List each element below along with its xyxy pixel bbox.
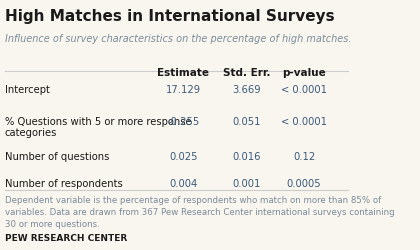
Text: 0.051: 0.051 [232, 116, 260, 126]
Text: p-value: p-value [282, 68, 326, 78]
Text: High Matches in International Surveys: High Matches in International Surveys [5, 9, 334, 24]
Text: Number of respondents: Number of respondents [5, 178, 123, 188]
Text: Estimate: Estimate [158, 68, 209, 78]
Text: 0.0005: 0.0005 [287, 178, 321, 188]
Text: 0.025: 0.025 [169, 151, 197, 161]
Text: 3.669: 3.669 [232, 84, 260, 94]
Text: 0.016: 0.016 [232, 151, 260, 161]
Text: < 0.0001: < 0.0001 [281, 84, 327, 94]
Text: 0.004: 0.004 [169, 178, 197, 188]
Text: % Questions with 5 or more response
categories: % Questions with 5 or more response cate… [5, 116, 192, 138]
Text: PEW RESEARCH CENTER: PEW RESEARCH CENTER [5, 234, 127, 242]
Text: 17.129: 17.129 [166, 84, 201, 94]
Text: < 0.0001: < 0.0001 [281, 116, 327, 126]
Text: 0.12: 0.12 [293, 151, 315, 161]
Text: Number of questions: Number of questions [5, 151, 109, 161]
Text: Std. Err.: Std. Err. [223, 68, 270, 78]
Text: Dependent variable is the percentage of respondents who match on more than 85% o: Dependent variable is the percentage of … [5, 196, 394, 228]
Text: 0.001: 0.001 [232, 178, 260, 188]
Text: -0.255: -0.255 [167, 116, 199, 126]
Text: Intercept: Intercept [5, 84, 50, 94]
Text: Influence of survey characteristics on the percentage of high matches.: Influence of survey characteristics on t… [5, 34, 352, 43]
